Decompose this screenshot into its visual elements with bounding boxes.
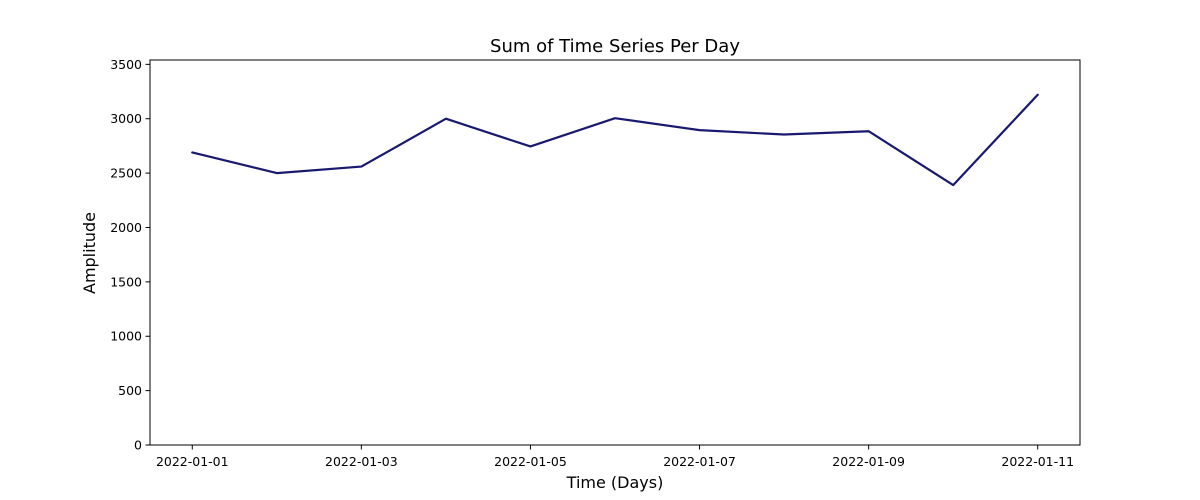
x-axis-label: Time (Days) [566, 473, 664, 492]
series-group [191, 93, 1039, 187]
x-tick-label: 2022-01-09 [832, 454, 905, 469]
axes-frame [149, 59, 1081, 446]
y-tick-label: 0 [134, 438, 142, 453]
y-tick-label: 500 [118, 383, 142, 398]
y-tick-label: 2500 [110, 166, 142, 181]
y-tick-label: 3000 [110, 111, 142, 126]
x-tick-label: 2022-01-01 [156, 454, 229, 469]
x-tick-label: 2022-01-11 [1001, 454, 1074, 469]
x-tick-label: 2022-01-07 [663, 454, 736, 469]
x-tick-label: 2022-01-05 [494, 454, 567, 469]
chart-title: Sum of Time Series Per Day [490, 36, 740, 57]
y-tick-label: 2000 [110, 220, 142, 235]
x-tick-label: 2022-01-03 [325, 454, 398, 469]
y-axis: 0 500 1000 1500 2000 2500 3000 3500 [110, 57, 150, 453]
series-line [191, 93, 1039, 187]
plot-area [149, 59, 1081, 446]
x-axis: 2022-01-01 2022-01-03 2022-01-05 2022-01-07… [156, 445, 1074, 469]
y-tick-label: 1000 [110, 329, 142, 344]
y-axis-label: Amplitude [80, 212, 99, 294]
y-tick-label: 1500 [110, 274, 142, 289]
y-tick-label: 3500 [110, 57, 142, 72]
